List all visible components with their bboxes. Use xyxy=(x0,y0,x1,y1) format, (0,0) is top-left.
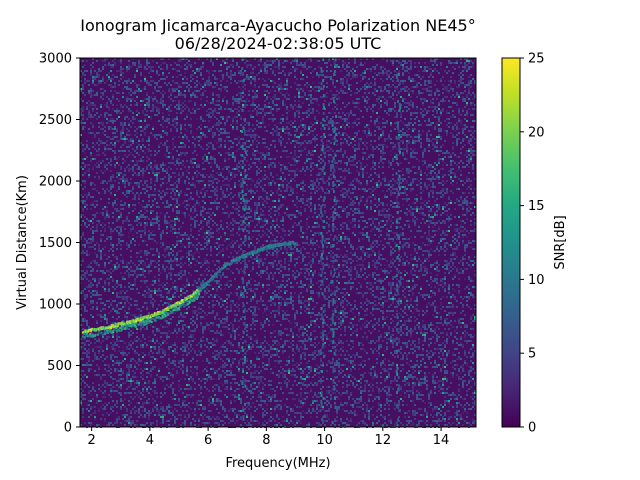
colorbar-tick-label: 0 xyxy=(528,421,536,436)
colorbar-tick-label: 25 xyxy=(528,52,545,67)
heatmap-bands xyxy=(241,58,402,427)
heatmap-traces xyxy=(81,240,297,339)
y-tick-label: 3000 xyxy=(39,52,72,67)
x-tick-label: 2 xyxy=(88,433,96,448)
x-tick-label: 4 xyxy=(146,433,154,448)
heatmap-area xyxy=(80,58,476,428)
y-tick-label: 2500 xyxy=(39,113,72,128)
y-tick-label: 1500 xyxy=(39,236,72,251)
colorbar xyxy=(501,57,521,428)
colorbar-axis: 0 5 10 15 20 25 xyxy=(520,52,545,436)
x-axis: 2 4 6 8 10 12 14 xyxy=(88,427,450,448)
colorbar-label: SNR[dB] xyxy=(553,215,568,269)
y-axis: 0 500 1000 1500 2000 2500 3000 xyxy=(39,52,80,436)
x-tick-label: 14 xyxy=(433,433,450,448)
y-tick-label: 0 xyxy=(64,421,72,436)
x-axis-label: Frequency(MHz) xyxy=(225,456,330,471)
colorbar-tick-label: 5 xyxy=(528,347,536,362)
y-tick-label: 1000 xyxy=(39,298,72,313)
x-tick-label: 10 xyxy=(316,433,333,448)
x-tick-label: 8 xyxy=(262,433,270,448)
x-tick-label: 12 xyxy=(375,433,392,448)
chart-subtitle: 06/28/2024-02:38:05 UTC xyxy=(174,34,382,53)
y-tick-label: 500 xyxy=(47,359,72,374)
heatmap-noise xyxy=(80,58,476,428)
colorbar-tick-label: 15 xyxy=(528,199,545,214)
y-axis-label: Virtual Distance(Km) xyxy=(15,175,30,310)
x-tick-label: 6 xyxy=(204,433,212,448)
y-tick-label: 2000 xyxy=(39,175,72,190)
colorbar-tick-label: 20 xyxy=(528,125,545,140)
colorbar-tick-label: 10 xyxy=(528,273,545,288)
chart-title: Ionogram Jicamarca-Ayacucho Polarization… xyxy=(80,16,476,35)
